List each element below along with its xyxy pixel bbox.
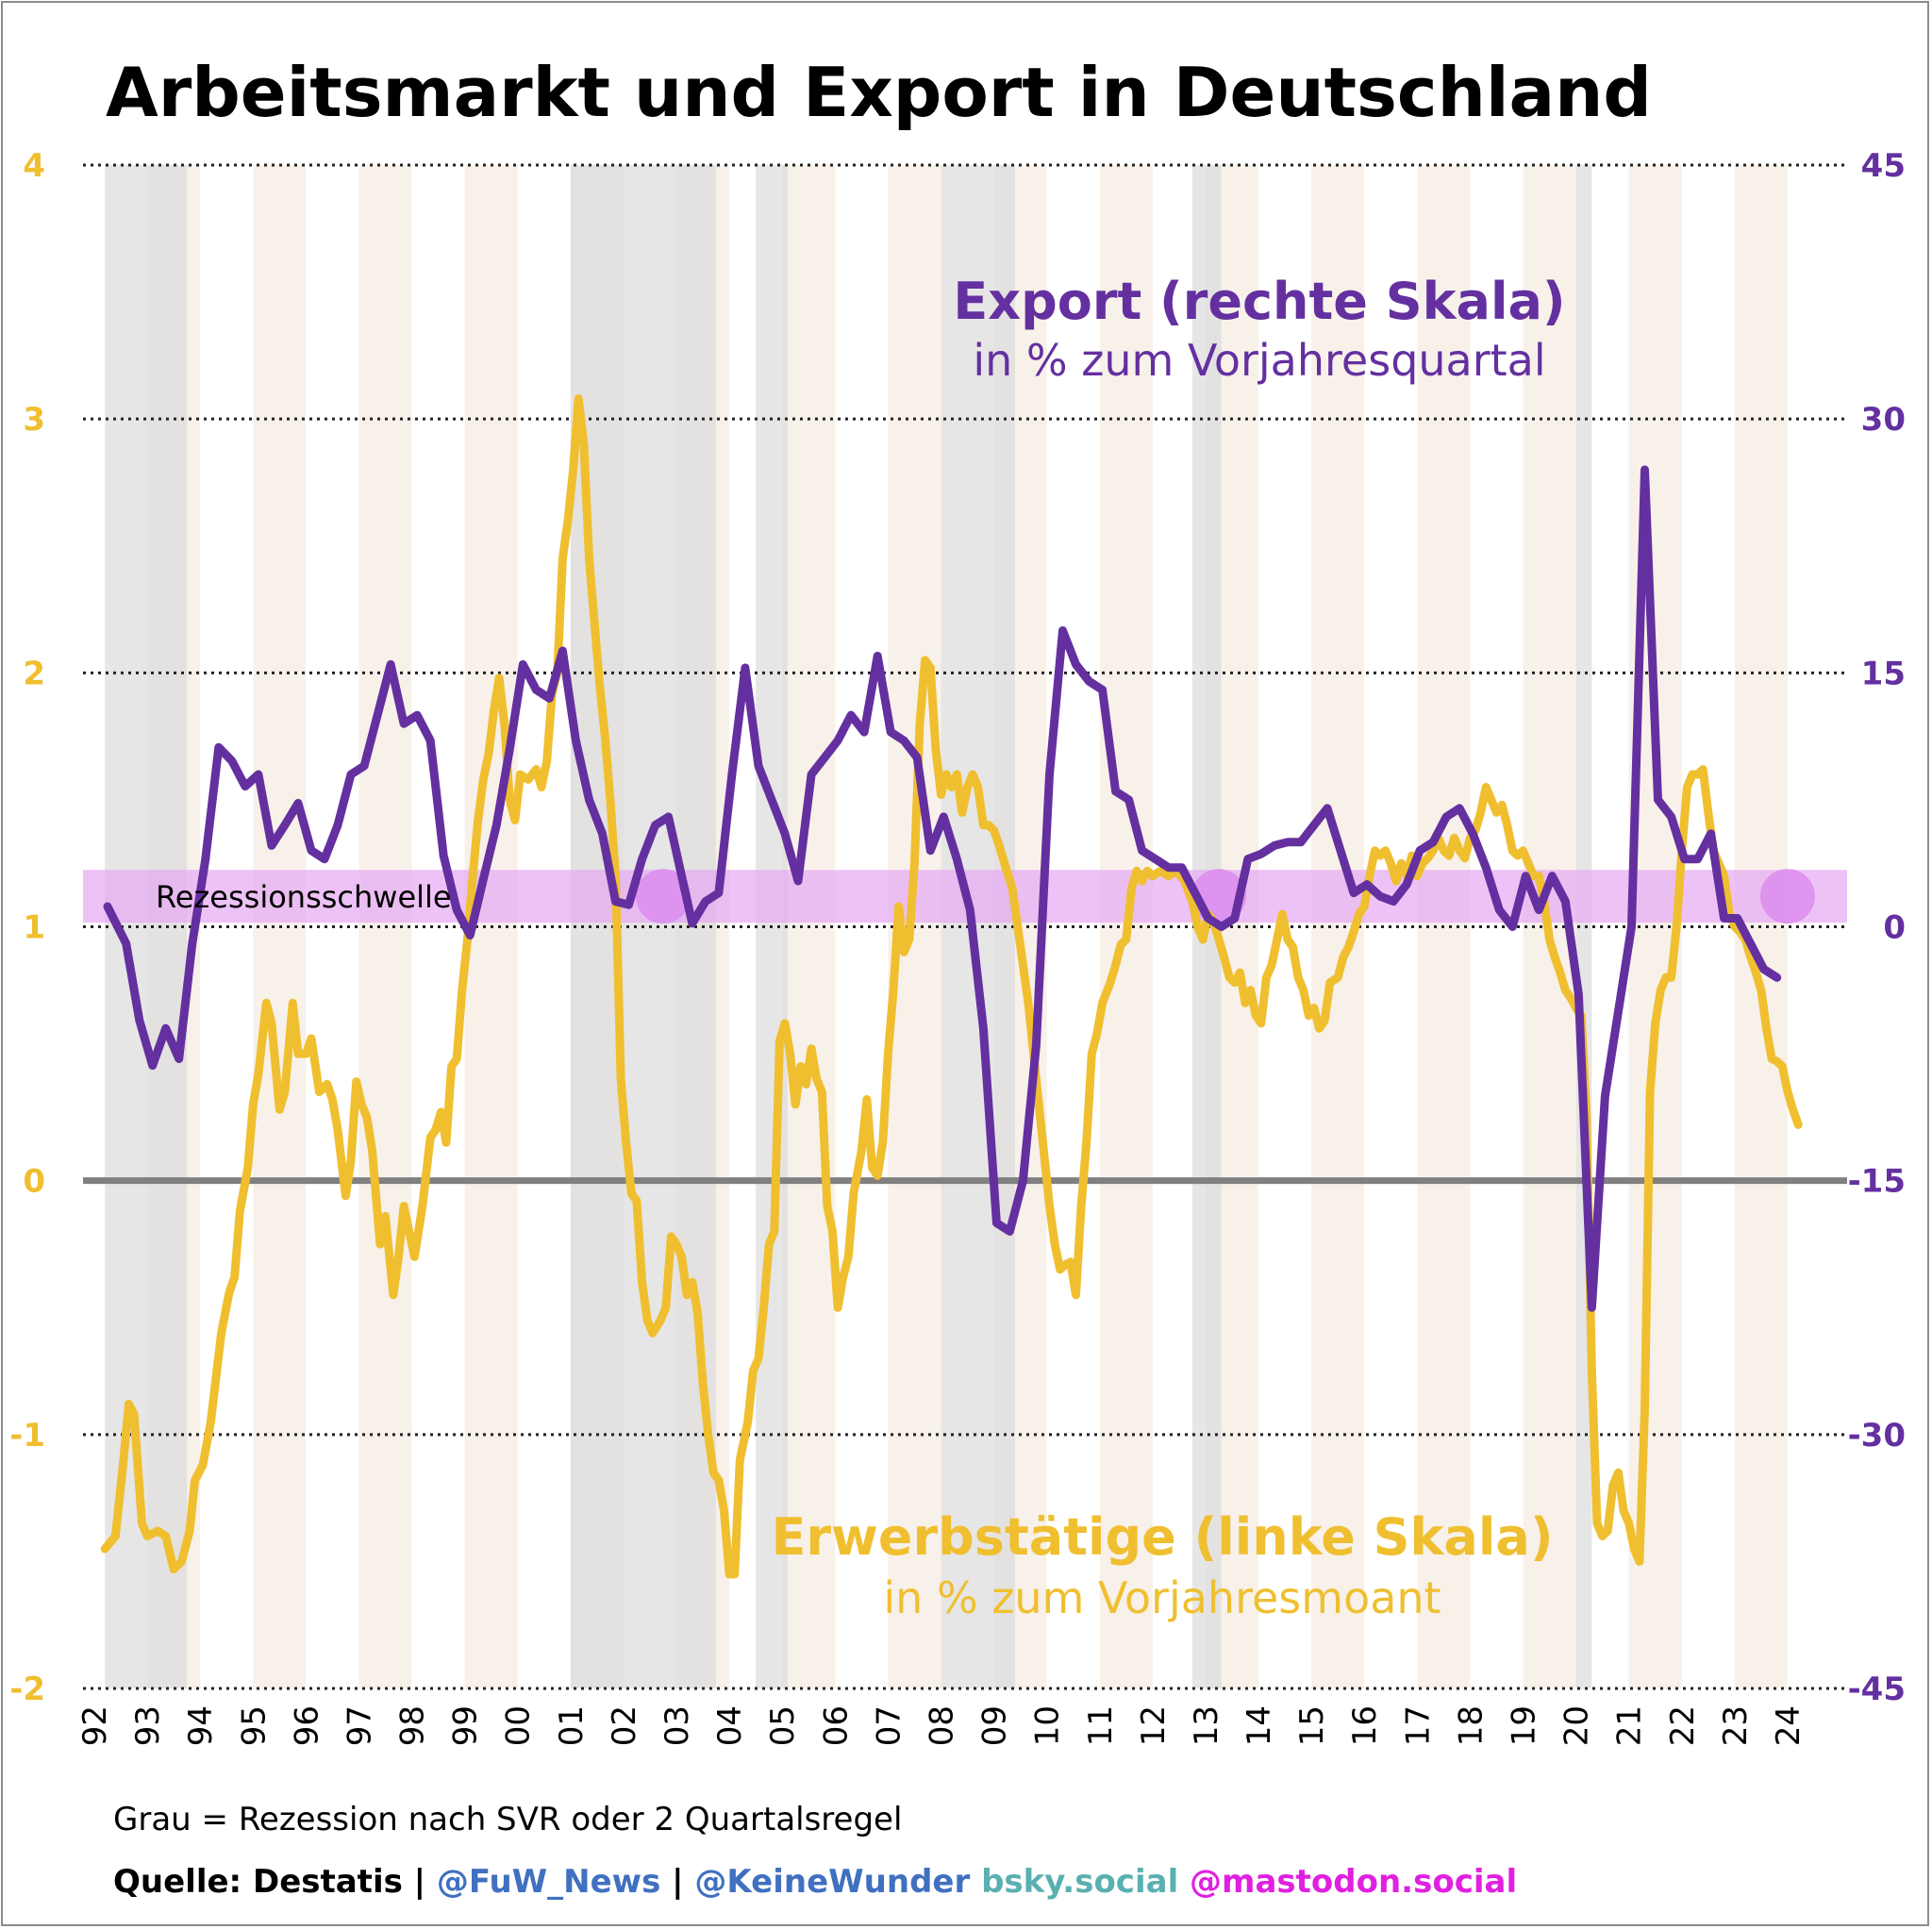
x-tick-96: 96 bbox=[288, 1705, 325, 1746]
x-tick-15: 15 bbox=[1293, 1705, 1331, 1746]
y-axis-ticks: -2 -1 0 1 2 3 4 -45 -30 -15 0 15 30 45 bbox=[9, 147, 1906, 1708]
source-prefix: Quelle: Destatis | bbox=[113, 1863, 437, 1901]
x-tick-99: 99 bbox=[447, 1705, 485, 1746]
threshold-dot-2 bbox=[1759, 869, 1815, 924]
source-mastodon-link[interactable]: @mastodon.social bbox=[1178, 1863, 1517, 1901]
chart-title: Arbeitsmarkt und Export in Deutschland bbox=[106, 53, 1652, 132]
y-right-tick--30: -30 bbox=[1848, 1417, 1906, 1455]
export-line bbox=[103, 465, 1782, 1312]
y-right-tick-15: 15 bbox=[1861, 655, 1906, 692]
x-tick-17: 17 bbox=[1399, 1705, 1437, 1746]
y-left-tick-4: 4 bbox=[23, 147, 45, 185]
x-tick-18: 18 bbox=[1452, 1705, 1490, 1746]
y-left-tick--2: -2 bbox=[9, 1671, 45, 1708]
footnote: Grau = Rezession nach SVR oder 2 Quartal… bbox=[113, 1801, 902, 1838]
x-tick-20: 20 bbox=[1558, 1705, 1596, 1746]
x-tick-98: 98 bbox=[394, 1705, 432, 1746]
x-tick-22: 22 bbox=[1664, 1705, 1702, 1746]
employment-legend-title: Erwerbstätige (linke Skala) bbox=[771, 1507, 1553, 1567]
x-tick-09: 09 bbox=[976, 1705, 1014, 1746]
x-tick-07: 07 bbox=[870, 1705, 908, 1746]
x-tick-02: 02 bbox=[606, 1705, 643, 1746]
source-line: Quelle: Destatis | @FuW_News | @KeineWun… bbox=[113, 1863, 1517, 1901]
y-right-tick--45: -45 bbox=[1848, 1671, 1906, 1708]
export-legend-title: Export (rechte Skala) bbox=[953, 272, 1565, 331]
source-bsky-link[interactable]: bsky.social bbox=[970, 1863, 1178, 1901]
x-tick-08: 08 bbox=[924, 1705, 961, 1746]
x-tick-01: 01 bbox=[553, 1705, 591, 1746]
x-tick-06: 06 bbox=[817, 1705, 855, 1746]
x-tick-12: 12 bbox=[1135, 1705, 1173, 1746]
x-tick-14: 14 bbox=[1241, 1705, 1278, 1746]
x-axis-ticks: 92 93 94 95 96 97 98 99 00 01 02 03 04 05 06 07 08 09 10 11… bbox=[76, 1705, 1807, 1746]
threshold-dot-0 bbox=[635, 869, 691, 924]
series-lines bbox=[100, 394, 1803, 1579]
x-tick-97: 97 bbox=[341, 1705, 379, 1746]
employment-legend-subtitle: in % zum Vorjahresmoant bbox=[883, 1572, 1441, 1623]
x-tick-10: 10 bbox=[1029, 1705, 1067, 1746]
x-tick-19: 19 bbox=[1506, 1705, 1543, 1746]
x-tick-13: 13 bbox=[1188, 1705, 1225, 1746]
x-tick-94: 94 bbox=[182, 1705, 220, 1746]
x-tick-92: 92 bbox=[76, 1705, 114, 1746]
x-tick-93: 93 bbox=[129, 1705, 167, 1746]
x-tick-03: 03 bbox=[658, 1705, 696, 1746]
y-left-tick--1: -1 bbox=[9, 1417, 45, 1455]
y-right-tick-30: 30 bbox=[1861, 401, 1906, 439]
y-left-tick-3: 3 bbox=[23, 401, 45, 439]
source-separator: | bbox=[660, 1863, 694, 1901]
y-right-tick-45: 45 bbox=[1861, 147, 1906, 185]
y-left-tick-0: 0 bbox=[23, 1163, 45, 1201]
x-tick-21: 21 bbox=[1611, 1705, 1649, 1746]
employment-line bbox=[100, 394, 1803, 1579]
y-left-tick-2: 2 bbox=[23, 655, 45, 692]
x-tick-24: 24 bbox=[1770, 1705, 1807, 1746]
y-left-tick-1: 1 bbox=[23, 909, 45, 947]
x-tick-05: 05 bbox=[764, 1705, 802, 1746]
y-right-tick--15: -15 bbox=[1848, 1163, 1906, 1201]
source-keinewunder-link[interactable]: @KeineWunder bbox=[694, 1863, 970, 1901]
x-tick-00: 00 bbox=[500, 1705, 538, 1746]
export-legend-subtitle: in % zum Vorjahresquartal bbox=[973, 335, 1545, 386]
x-tick-16: 16 bbox=[1346, 1705, 1384, 1746]
x-tick-23: 23 bbox=[1717, 1705, 1755, 1746]
x-tick-95: 95 bbox=[235, 1705, 273, 1746]
threshold-label: Rezessionsschwelle bbox=[156, 879, 452, 915]
x-tick-11: 11 bbox=[1082, 1705, 1120, 1746]
y-right-tick-0: 0 bbox=[1883, 909, 1906, 947]
x-tick-04: 04 bbox=[711, 1705, 749, 1746]
source-fuw-link[interactable]: @FuW_News bbox=[437, 1863, 660, 1901]
